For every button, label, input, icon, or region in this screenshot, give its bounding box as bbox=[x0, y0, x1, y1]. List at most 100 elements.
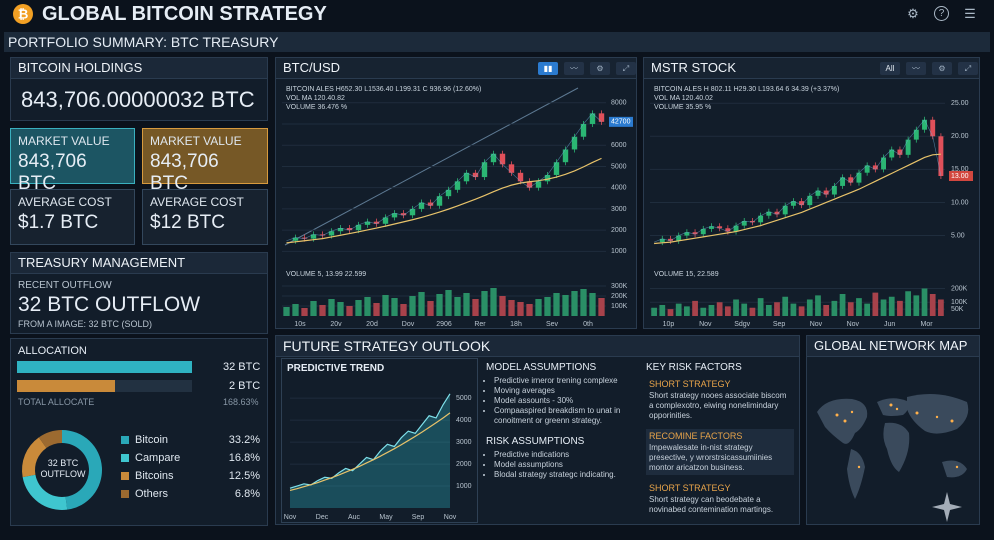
list-item: Model assumptions bbox=[494, 460, 644, 470]
path bbox=[932, 492, 962, 522]
text: ₿ bbox=[18, 6, 29, 21]
outlook-panel: FUTURE STRATEGY OUTLOOK PREDICTIVE TREND… bbox=[275, 335, 800, 525]
bar-label: 32 BTC bbox=[223, 361, 261, 373]
coin-icon: ₿ bbox=[13, 4, 33, 24]
panel-title: ALLOCATION bbox=[18, 345, 87, 357]
circle bbox=[850, 410, 854, 414]
holdings-value: 843,706.00000032 BTC bbox=[21, 87, 255, 112]
allocation-panel: ALLOCATION 32 BTC 2 BTC TOTAL ALLOCATE 1… bbox=[10, 338, 268, 526]
factor-text: Short strategy nooes associate biscom a … bbox=[649, 391, 787, 420]
card-label: MARKET VALUE bbox=[18, 134, 110, 148]
bar-fill bbox=[17, 380, 115, 392]
info-line: BITCOIN ALES H 802.11 H29.30 L193.64 6 3… bbox=[654, 86, 840, 93]
chart-info: BITCOIN ALES H 802.11 H29.30 L193.64 6 3… bbox=[654, 85, 839, 112]
chart-info: BITCOIN ALES H652.30 L1536.40 L199.31 C … bbox=[286, 85, 481, 112]
path bbox=[907, 393, 969, 434]
risk-factor: SHORT STRATEGY Short strategy nooes assoc… bbox=[646, 377, 794, 423]
path bbox=[942, 460, 967, 478]
card-label: MARKET VALUE bbox=[150, 134, 242, 148]
map-panel: GLOBAL NETWORK MAP bbox=[806, 335, 980, 525]
line-button[interactable]: 〰 bbox=[906, 62, 926, 75]
btc-panel: BTC/USD ▮▮ 〰 ⚙ ⤢ BITCOIN ALES H652.30 L1… bbox=[275, 57, 637, 329]
world-map bbox=[817, 393, 969, 522]
total-label: TOTAL ALLOCATE bbox=[18, 397, 95, 407]
card: MARKET VALUE 843,706 BTC bbox=[10, 128, 135, 194]
list: Predictive irneror trening complexeMovin… bbox=[486, 376, 644, 426]
bar-label: 2 BTC bbox=[229, 380, 261, 392]
list-item: Predictive irneror trening complexe bbox=[494, 376, 644, 386]
card: MARKET VALUE 843,706 BTC bbox=[142, 128, 268, 194]
chart-type-button[interactable]: ▮▮ bbox=[538, 62, 558, 75]
mstr-panel: MSTR STOCK All 〰 ⚙ ⤢ BITCOIN ALES H 802.… bbox=[643, 57, 980, 329]
circle bbox=[13, 4, 33, 24]
factor-text: Short strategy can beodebate a novinabed… bbox=[649, 495, 774, 514]
factor-title: SHORT STRATEGY bbox=[649, 483, 731, 493]
path bbox=[817, 398, 868, 444]
circle bbox=[857, 465, 861, 469]
info-line: VOL MA 120.40.82 bbox=[286, 95, 345, 102]
list-item: Moving averages bbox=[494, 386, 644, 396]
info-line: VOL MA 120.40.02 bbox=[654, 95, 713, 102]
range-button[interactable]: All bbox=[880, 62, 900, 75]
bar-fill bbox=[17, 361, 192, 373]
card-value: 843,706 BTC bbox=[18, 151, 87, 194]
card-label: AVERAGE COST bbox=[150, 195, 244, 209]
outflow-value: 32 BTC OUTFLOW bbox=[18, 293, 201, 316]
info-line: VOLUME 35.95 % bbox=[654, 104, 712, 111]
donut-center: 32 BTC OUTFLOW bbox=[40, 458, 86, 479]
factor-list: SHORT STRATEGY Short strategy nooes assoc… bbox=[646, 377, 794, 517]
info-line: BITCOIN ALES H652.30 L1536.40 L199.31 C … bbox=[286, 86, 482, 93]
card: AVERAGE COST $12 BTC bbox=[142, 189, 268, 245]
g bbox=[817, 393, 969, 499]
treasury-panel: TREASURY MANAGEMENT RECENT OUTFLOW 32 BT… bbox=[10, 252, 268, 334]
settings-button[interactable]: ⚙ bbox=[590, 62, 610, 75]
note: FROM A IMAGE: 32 BTC (SOLD) bbox=[18, 319, 153, 329]
bar-track bbox=[17, 361, 192, 373]
path bbox=[877, 398, 909, 416]
factor-text: Impewalesate in-nist strategy presective… bbox=[649, 443, 773, 472]
path bbox=[847, 449, 865, 499]
volume-label: VOLUME 15, 22.589 bbox=[654, 271, 719, 278]
list-item: Blodal strategy strategc indicating. bbox=[494, 470, 644, 480]
line-button[interactable]: 〰 bbox=[564, 62, 584, 75]
circle bbox=[915, 411, 919, 415]
circle bbox=[835, 413, 839, 417]
factor-title: RECOMINE FACTORS bbox=[649, 431, 743, 441]
section-title: MODEL ASSUMPTIONS bbox=[486, 362, 597, 373]
fullscreen-button[interactable]: ⤢ bbox=[958, 62, 978, 75]
holdings-panel: BITCOIN HOLDINGS 843,706.00000032 BTC bbox=[10, 57, 268, 121]
menu-button[interactable]: ☰ bbox=[964, 6, 976, 21]
list-item: Compaaspired breakdism to unat in conoit… bbox=[494, 406, 644, 426]
volume-label: VOLUME 5, 13.99 22.599 bbox=[286, 271, 367, 278]
model-section: MODEL ASSUMPTIONS Predictive irneror tre… bbox=[486, 362, 644, 480]
section-title: KEY RISK FACTORS bbox=[646, 362, 742, 373]
circle bbox=[950, 419, 954, 423]
panel-title: GLOBAL NETWORK MAP bbox=[807, 336, 979, 357]
help-button[interactable]: ? bbox=[934, 6, 949, 21]
header: ₿ GLOBAL BITCOIN STRATEGY ⚙ ? ☰ bbox=[0, 0, 994, 28]
trend-box: PREDICTIVE TREND bbox=[281, 358, 478, 523]
settings-button[interactable]: ⚙ bbox=[907, 6, 919, 21]
factors-section: KEY RISK FACTORS SHORT STRATEGY Short str… bbox=[646, 362, 794, 523]
g bbox=[835, 403, 959, 469]
trend-title: PREDICTIVE TREND bbox=[287, 363, 385, 374]
fullscreen-button[interactable]: ⤢ bbox=[616, 62, 636, 75]
card: AVERAGE COST $1.7 BTC bbox=[10, 189, 135, 245]
circle bbox=[935, 415, 939, 419]
bar-track bbox=[17, 380, 192, 392]
panel-title: MSTR STOCK bbox=[644, 58, 979, 79]
section-title: RISK ASSUMPTIONS bbox=[486, 436, 585, 447]
circle bbox=[843, 419, 847, 423]
settings-button[interactable]: ⚙ bbox=[932, 62, 952, 75]
panel-title: FUTURE STRATEGY OUTLOOK bbox=[276, 336, 799, 357]
circle bbox=[955, 465, 959, 469]
total-value: 168.63% bbox=[223, 397, 259, 407]
path bbox=[883, 422, 910, 472]
list-item: Model assounts - 30% bbox=[494, 396, 644, 406]
info-line: VOLUME 36.476 % bbox=[286, 104, 348, 111]
list: Predictive indicationsModel assumptionsB… bbox=[486, 450, 644, 480]
factor-title: SHORT STRATEGY bbox=[649, 379, 731, 389]
panel-title: BITCOIN HOLDINGS bbox=[11, 58, 267, 79]
